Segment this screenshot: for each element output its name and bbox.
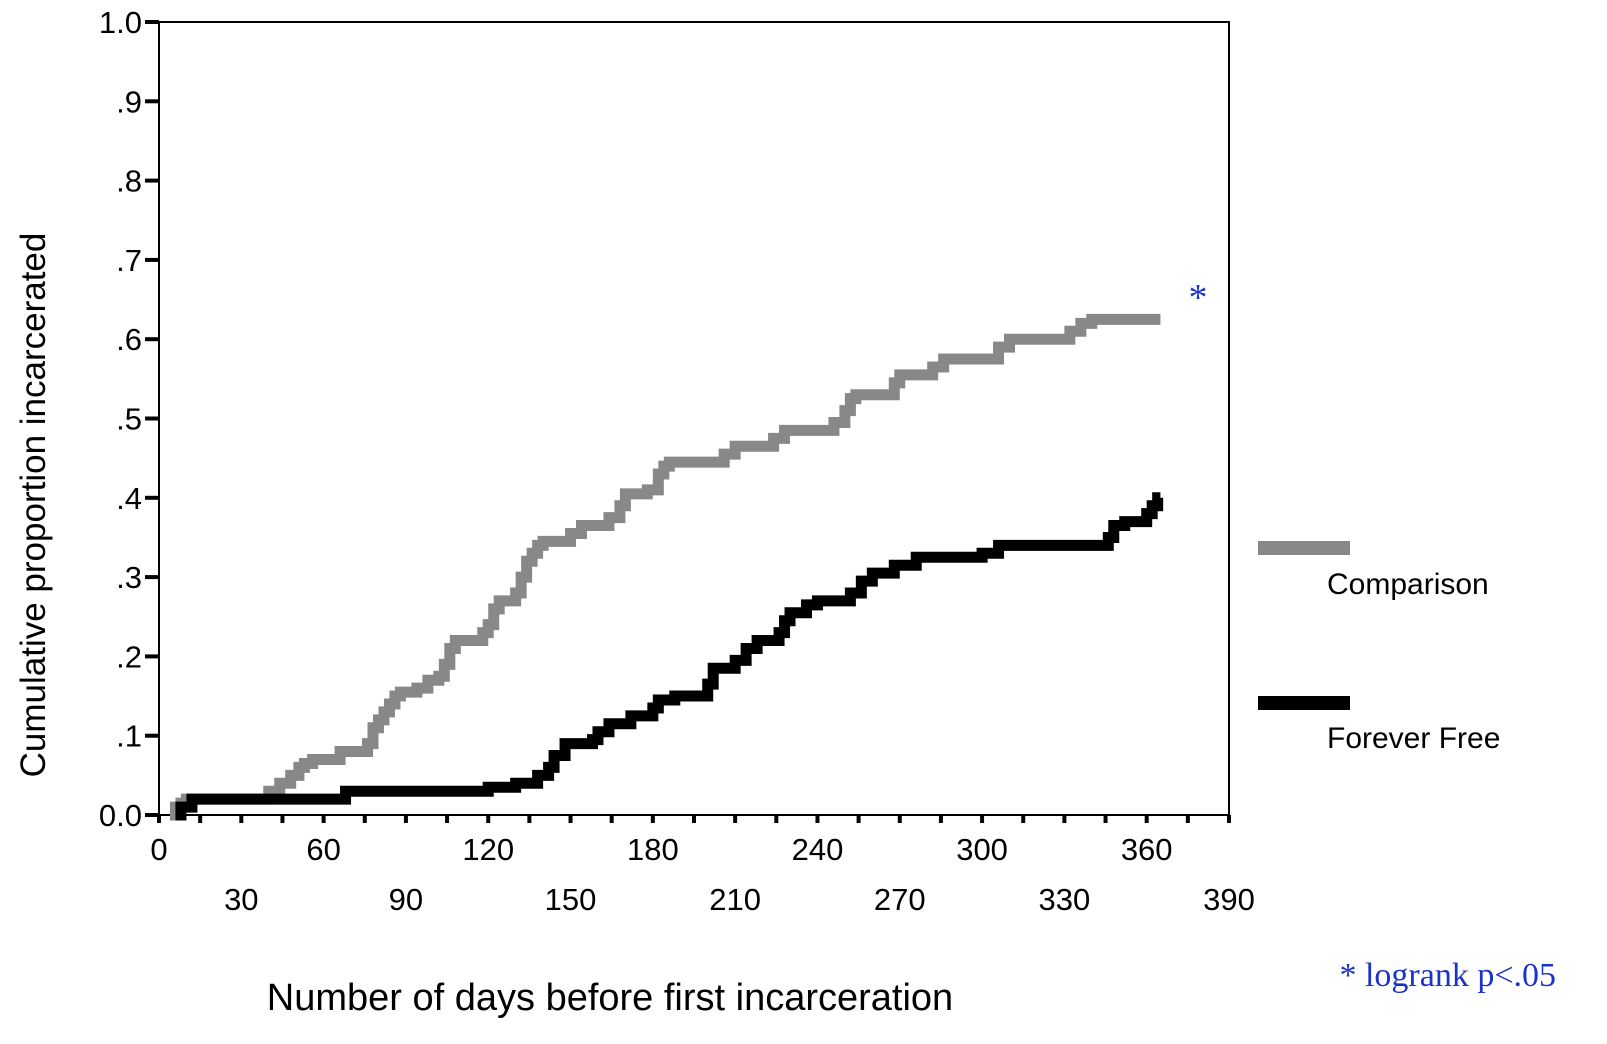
y-tick-label: .6 bbox=[116, 322, 142, 357]
legend-swatch bbox=[1258, 541, 1350, 555]
logrank-note: * logrank p<.05 bbox=[1339, 957, 1556, 994]
y-axis-label: Cumulative proportion incarcerated bbox=[14, 233, 53, 778]
x-tick-label: 180 bbox=[627, 832, 679, 867]
x-tick-label: 30 bbox=[224, 882, 258, 917]
x-tick-label: 210 bbox=[709, 882, 761, 917]
legend-label: Forever Free bbox=[1327, 722, 1500, 755]
y-tick-label: .9 bbox=[116, 84, 142, 119]
legend-swatch bbox=[1258, 696, 1350, 710]
y-tick-label: .5 bbox=[116, 402, 142, 437]
y-tick-label: 1.0 bbox=[99, 5, 142, 40]
series-line-forever-free bbox=[175, 492, 1164, 821]
y-tick-label: .2 bbox=[116, 639, 142, 674]
series-line-comparison bbox=[169, 313, 1161, 821]
x-tick-label: 60 bbox=[306, 832, 340, 867]
x-tick-label: 0 bbox=[150, 832, 167, 867]
x-tick-label: 360 bbox=[1121, 832, 1173, 867]
x-tick-label: 300 bbox=[956, 832, 1008, 867]
y-tick-label: .4 bbox=[116, 481, 142, 516]
legend: Comparison Forever Free bbox=[1258, 541, 1500, 755]
y-axis-ticks: 0.0 .1 .2 .3 .4 .5 .6 .7 .8 .9 1.0 bbox=[99, 5, 159, 833]
significance-marker: * bbox=[1189, 277, 1208, 319]
y-tick-label: 0.0 bbox=[99, 798, 142, 833]
x-axis-ticks: 0 60 120 180 240 300 360 30 90 150 210 270 330 390 bbox=[150, 815, 1255, 917]
x-tick-label: 150 bbox=[545, 882, 597, 917]
y-tick-label: .1 bbox=[116, 719, 142, 754]
x-tick-label: 120 bbox=[462, 832, 514, 867]
y-tick-label: .8 bbox=[116, 164, 142, 199]
x-tick-label: 240 bbox=[792, 832, 844, 867]
y-tick-label: .3 bbox=[116, 560, 142, 595]
legend-label: Comparison bbox=[1327, 568, 1489, 601]
series-layer bbox=[169, 313, 1164, 821]
x-tick-label: 330 bbox=[1039, 882, 1091, 917]
y-tick-label: .7 bbox=[116, 243, 142, 278]
x-tick-label: 270 bbox=[874, 882, 926, 917]
x-tick-label: 90 bbox=[389, 882, 423, 917]
x-tick-label: 390 bbox=[1203, 882, 1255, 917]
x-axis-label: Number of days before first incarceratio… bbox=[267, 977, 953, 1019]
